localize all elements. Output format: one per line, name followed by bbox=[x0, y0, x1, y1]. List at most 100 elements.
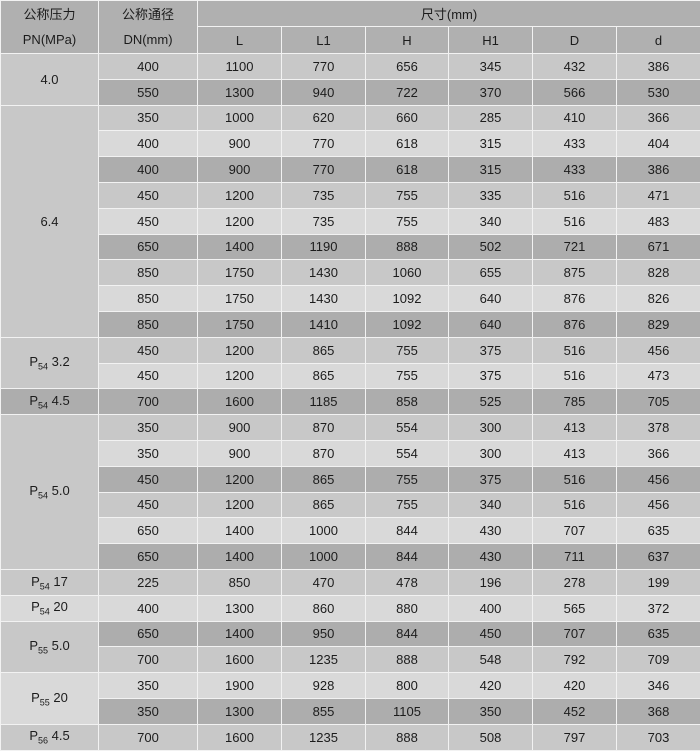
dn-cell: 450 bbox=[99, 492, 198, 518]
dim-cell: 888 bbox=[366, 724, 449, 750]
dim-cell: 928 bbox=[282, 673, 366, 699]
dim-cell: 548 bbox=[449, 647, 533, 673]
dim-cell: 770 bbox=[282, 54, 366, 80]
dim-cell: 865 bbox=[282, 337, 366, 363]
dim-cell: 722 bbox=[366, 79, 449, 105]
dim-cell: 315 bbox=[449, 157, 533, 183]
dim-cell: 755 bbox=[366, 208, 449, 234]
dim-cell: 865 bbox=[282, 363, 366, 389]
dim-cell: 300 bbox=[449, 440, 533, 466]
dim-cell: 709 bbox=[617, 647, 700, 673]
dim-cell: 850 bbox=[198, 569, 282, 595]
pn-subscript: 55 bbox=[40, 697, 50, 707]
pn-cell: 4.0 bbox=[1, 54, 99, 106]
dim-cell: 285 bbox=[449, 105, 533, 131]
dim-cell: 1200 bbox=[198, 182, 282, 208]
dim-cell: 471 bbox=[617, 182, 700, 208]
pn-base: P bbox=[29, 393, 38, 408]
dim-cell: 940 bbox=[282, 79, 366, 105]
dn-cell: 450 bbox=[99, 363, 198, 389]
dim-cell: 858 bbox=[366, 389, 449, 415]
dn-cell: 350 bbox=[99, 673, 198, 699]
header-pressure-line2: PN(MPa) bbox=[1, 27, 98, 52]
dim-cell: 413 bbox=[533, 440, 617, 466]
dn-cell: 650 bbox=[99, 234, 198, 260]
header-diameter-line2: DN(mm) bbox=[99, 27, 197, 52]
dim-cell: 1410 bbox=[282, 311, 366, 337]
dim-cell: 375 bbox=[449, 337, 533, 363]
dim-cell: 378 bbox=[617, 415, 700, 441]
dim-cell: 671 bbox=[617, 234, 700, 260]
pn-base: P bbox=[31, 690, 40, 705]
dim-cell: 315 bbox=[449, 131, 533, 157]
dim-cell: 516 bbox=[533, 466, 617, 492]
dn-cell: 350 bbox=[99, 415, 198, 441]
dn-cell: 450 bbox=[99, 182, 198, 208]
dim-cell: 735 bbox=[282, 208, 366, 234]
dim-cell: 525 bbox=[449, 389, 533, 415]
dim-cell: 735 bbox=[282, 182, 366, 208]
dim-cell: 554 bbox=[366, 440, 449, 466]
dim-cell: 755 bbox=[366, 466, 449, 492]
dim-cell: 1900 bbox=[198, 673, 282, 699]
dim-cell: 1185 bbox=[282, 389, 366, 415]
dim-cell: 196 bbox=[449, 569, 533, 595]
pn-rest: 20 bbox=[50, 599, 68, 614]
dim-cell: 452 bbox=[533, 698, 617, 724]
dn-cell: 450 bbox=[99, 337, 198, 363]
dim-cell: 829 bbox=[617, 311, 700, 337]
pn-base: P bbox=[31, 574, 40, 589]
dim-cell: 900 bbox=[198, 440, 282, 466]
dim-cell: 1200 bbox=[198, 337, 282, 363]
dim-cell: 1600 bbox=[198, 389, 282, 415]
dim-cell: 530 bbox=[617, 79, 700, 105]
dim-cell: 413 bbox=[533, 415, 617, 441]
dim-cell: 618 bbox=[366, 157, 449, 183]
pn-rest: 4.5 bbox=[48, 728, 70, 743]
dn-cell: 700 bbox=[99, 724, 198, 750]
dim-cell: 199 bbox=[617, 569, 700, 595]
dim-cell: 350 bbox=[449, 698, 533, 724]
dn-cell: 350 bbox=[99, 440, 198, 466]
dim-cell: 755 bbox=[366, 492, 449, 518]
dim-cell: 888 bbox=[366, 234, 449, 260]
pn-base: P bbox=[29, 638, 38, 653]
dim-cell: 785 bbox=[533, 389, 617, 415]
dim-cell: 368 bbox=[617, 698, 700, 724]
dim-cell: 1092 bbox=[366, 286, 449, 312]
dim-cell: 721 bbox=[533, 234, 617, 260]
dim-cell: 870 bbox=[282, 415, 366, 441]
dn-cell: 850 bbox=[99, 260, 198, 286]
dim-cell: 278 bbox=[533, 569, 617, 595]
dim-cell: 565 bbox=[533, 595, 617, 621]
dim-cell: 1400 bbox=[198, 621, 282, 647]
dim-cell: 876 bbox=[533, 311, 617, 337]
pn-cell: P55 5.0 bbox=[1, 621, 99, 673]
dim-cell: 1750 bbox=[198, 260, 282, 286]
dn-cell: 650 bbox=[99, 544, 198, 570]
dn-cell: 225 bbox=[99, 569, 198, 595]
pn-subscript: 54 bbox=[38, 362, 48, 372]
dim-cell: 620 bbox=[282, 105, 366, 131]
dim-cell: 826 bbox=[617, 286, 700, 312]
dim-cell: 950 bbox=[282, 621, 366, 647]
dim-cell: 1092 bbox=[366, 311, 449, 337]
header-diameter-line1: 公称通径 bbox=[99, 2, 197, 27]
dim-cell: 792 bbox=[533, 647, 617, 673]
dim-cell: 1430 bbox=[282, 286, 366, 312]
dim-cell: 346 bbox=[617, 673, 700, 699]
dn-cell: 400 bbox=[99, 54, 198, 80]
dim-cell: 770 bbox=[282, 131, 366, 157]
dim-cell: 370 bbox=[449, 79, 533, 105]
